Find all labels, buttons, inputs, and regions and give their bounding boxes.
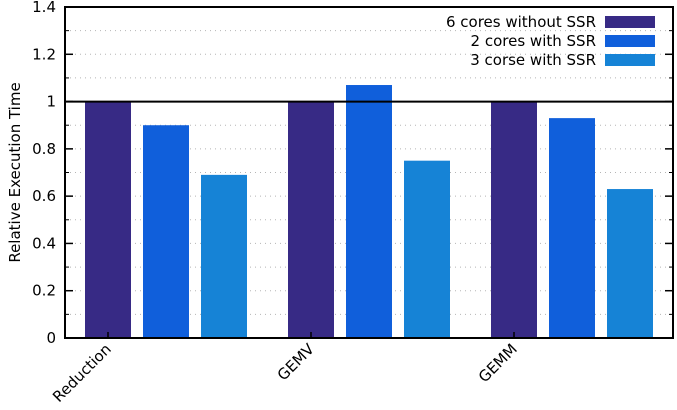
legend-swatch [605, 35, 655, 47]
legend-label: 3 corse with SSR [470, 51, 596, 69]
legend-swatch [605, 16, 655, 28]
bars [85, 85, 653, 339]
bar-gemm-3 [607, 189, 653, 338]
legend-swatch [605, 54, 655, 66]
bar-gemm-1 [491, 101, 537, 338]
y-tick-label: 1 [46, 93, 56, 111]
y-axis-title: Relative Execution Time [6, 82, 24, 262]
bar-gemv-2 [346, 85, 392, 339]
x-tick-label: Reduction [49, 340, 115, 406]
bar-gemm-2 [549, 118, 595, 338]
bar-reduction-2 [143, 125, 189, 338]
x-tick-label: GEMV [274, 340, 319, 385]
bar-reduction-1 [85, 101, 131, 338]
bar-gemv-3 [404, 160, 450, 338]
legend-label: 6 cores without SSR [446, 13, 596, 31]
x-axis: Reduction GEMV GEMM [49, 332, 521, 406]
y-tick-label: 1.4 [32, 0, 56, 16]
y-tick-label: 1.2 [32, 45, 56, 63]
y-tick-label: 0.6 [32, 187, 56, 205]
y-tick-label: 0.4 [32, 234, 56, 252]
x-tick-label: GEMM [475, 340, 521, 386]
bar-gemv-1 [288, 101, 334, 338]
y-tick-label: 0 [46, 329, 56, 347]
y-tick-label: 0.2 [32, 282, 56, 300]
y-axis: 0 0.2 0.4 0.6 0.8 1 1.2 1.4 [32, 0, 673, 347]
y-tick-label: 0.8 [32, 140, 56, 158]
legend-label: 2 cores with SSR [471, 32, 596, 50]
bar-reduction-3 [201, 174, 247, 338]
